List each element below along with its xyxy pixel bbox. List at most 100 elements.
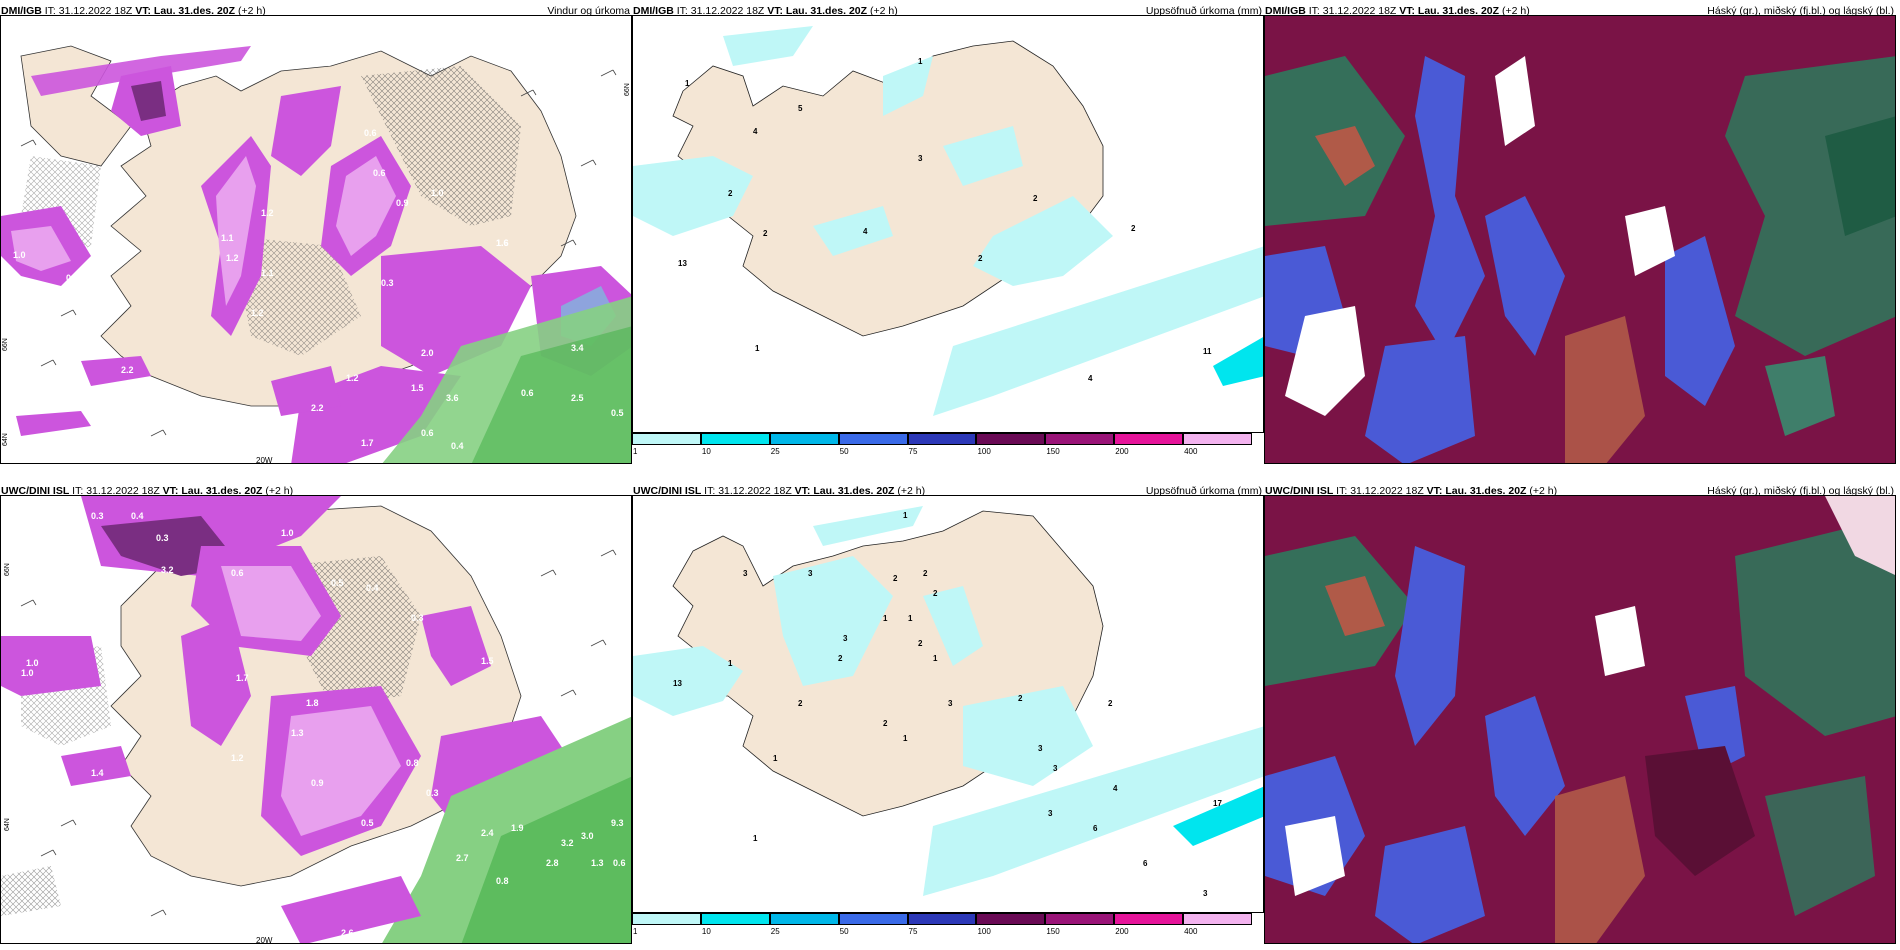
precip-value: 0.9 — [311, 778, 324, 788]
product-title: Háský (gr.), miðský (fj.bl.) og lágský (… — [1707, 485, 1894, 497]
model-name: UWC/DINI ISL — [1265, 485, 1334, 497]
wind-precip-map[interactable]: 1.0 0.6 1.6 0.6 1.0 0.9 1.2 1.2 1.1 1.6 … — [0, 15, 632, 464]
precip-value: 0.6 — [521, 388, 534, 398]
precip-value: 1.6 — [496, 238, 509, 248]
colorbar-segment — [1114, 913, 1184, 925]
panel-bottom-middle: UWC/DINI ISL IT: 31.12.2022 18Z VT: Lau.… — [632, 480, 1264, 936]
precip-value: 0.4 — [131, 511, 144, 521]
product-title: Vindur og úrkoma — [547, 5, 630, 17]
product-title: Uppsöfnuð úrkoma (mm) — [1145, 485, 1262, 497]
accum-value: 1 — [773, 754, 778, 763]
lead-time: (+2 h) — [869, 5, 898, 17]
it-label: IT: — [44, 5, 56, 17]
panel-bottom-left: UWC/DINI ISL IT: 31.12.2022 18Z VT: Lau.… — [0, 480, 632, 944]
precip-value: 1.2 — [31, 433, 44, 443]
latitude-label: 64N — [4, 818, 11, 831]
precip-value: 1.3 — [291, 728, 304, 738]
accum-value: 2 — [893, 574, 898, 583]
accum-value: 13 — [673, 679, 682, 688]
colorbar-segment — [700, 913, 770, 925]
model-name: UWC/DINI ISL — [1, 485, 70, 497]
lead-time: (+2 h) — [237, 5, 266, 17]
precip-value: 1.7 — [236, 673, 249, 683]
precip-value: 0.3 — [381, 278, 394, 288]
model-name: DMI/IGB — [1265, 5, 1306, 17]
precip-value: 0.6 — [364, 128, 377, 138]
colorbar-tick: 75 — [908, 447, 918, 456]
accumulated-precip-map[interactable]: 1 1 4 5 3 2 2 13 4 2 2 2 11 4 1 — [632, 15, 1264, 433]
precip-value: 0.3 — [156, 533, 169, 543]
accum-value: 17 — [1213, 799, 1222, 808]
precip-colorbar: 1 10 25 50 75 100 150 200 400 — [632, 433, 1264, 457]
precip-value: 0.8 — [406, 758, 419, 768]
wind-precip-map[interactable]: 0.3 0.4 1.0 0.3 3.2 0.6 0.5 0.4 0.7 0.3 … — [0, 495, 632, 944]
colorbar-segment — [769, 913, 839, 925]
cloud-cover-map[interactable] — [1264, 495, 1896, 944]
colorbar-tick: 10 — [701, 447, 711, 456]
precip-value: 1.2 — [226, 253, 239, 263]
precip-value: 2.7 — [456, 853, 469, 863]
colorbar-tick: 25 — [770, 927, 780, 936]
precip-value: 0.5 — [361, 818, 374, 828]
colorbar-segment — [632, 913, 701, 925]
panel-header: UWC/DINI ISL IT: 31.12.2022 18Z VT: Lau.… — [1264, 480, 1896, 502]
accumulated-precip-map[interactable]: 1 3 3 2 2 2 1 1 3 2 2 1 13 1 2 3 2 1 2 3 — [632, 495, 1264, 913]
accum-value: 2 — [1108, 699, 1113, 708]
colorbar-tick: 75 — [908, 927, 918, 936]
precip-value: 1.7 — [361, 438, 374, 448]
accum-value: 3 — [743, 569, 748, 578]
precip-value: 3.4 — [571, 343, 584, 353]
precip-value: 0.4 — [366, 583, 379, 593]
it-label: IT: — [704, 485, 716, 497]
colorbar-tick: 50 — [839, 927, 849, 936]
colorbar-segment — [907, 433, 977, 445]
colorbar-segment — [1045, 433, 1115, 445]
colorbar-segment — [700, 433, 770, 445]
accum-value: 2 — [923, 569, 928, 578]
precip-colorbar: 1 10 25 50 75 100 150 200 400 — [632, 913, 1264, 937]
panel-header: DMI/IGB IT: 31.12.2022 18Z VT: Lau. 31.d… — [632, 0, 1264, 22]
cloud-cover-map[interactable] — [1264, 15, 1896, 464]
accum-value: 1 — [685, 79, 690, 88]
colorbar-segment — [769, 433, 839, 445]
model-name: UWC/DINI ISL — [633, 485, 702, 497]
accum-value: 3 — [808, 569, 813, 578]
valid-time: VT: Lau. 31.des. 20Z — [794, 485, 895, 497]
valid-time: VT: Lau. 31.des. 20Z — [1426, 485, 1527, 497]
accum-value: 1 — [755, 344, 760, 353]
valid-time: VT: Lau. 31.des. 20Z — [135, 5, 236, 17]
accum-value: 3 — [843, 634, 848, 643]
longitude-label: 20W — [256, 936, 273, 944]
precip-value: 0.6 — [421, 428, 434, 438]
colorbar-tick: 100 — [977, 447, 991, 456]
accum-value: 1 — [918, 57, 923, 66]
accum-value: 3 — [1053, 764, 1058, 773]
precip-value: 0.5 — [331, 578, 344, 588]
precip-value: 0.3 — [91, 511, 104, 521]
colorbar-segment — [1114, 433, 1184, 445]
precip-value: 1.2 — [251, 308, 264, 318]
product-title: Uppsöfnuð úrkoma (mm) — [1145, 5, 1262, 17]
accum-value: 3 — [1203, 889, 1208, 898]
precip-value: 0.8 — [496, 876, 509, 886]
it-label: IT: — [1336, 485, 1348, 497]
accum-value: 1 — [903, 734, 908, 743]
colorbar-tick: 150 — [1046, 447, 1060, 456]
precip-value: 0.6 — [231, 568, 244, 578]
precip-value: 0.5 — [611, 408, 624, 418]
colorbar-segment — [1045, 913, 1115, 925]
lead-time: (+2 h) — [265, 485, 294, 497]
latitude-label: 66N — [2, 338, 9, 351]
colorbar-tick: 1 — [633, 447, 638, 456]
accum-value: 1 — [753, 834, 758, 843]
colorbar-segment — [1183, 433, 1252, 445]
accum-value: 2 — [798, 699, 803, 708]
accum-value: 4 — [1088, 374, 1093, 383]
precip-value: 0.2 — [66, 273, 79, 283]
colorbar-tick: 25 — [770, 447, 780, 456]
accum-value: 11 — [1203, 347, 1212, 356]
model-name: DMI/IGB — [633, 5, 674, 17]
it-label: IT: — [676, 5, 688, 17]
lead-time: (+2 h) — [1501, 5, 1530, 17]
precip-value: 9.3 — [611, 818, 624, 828]
